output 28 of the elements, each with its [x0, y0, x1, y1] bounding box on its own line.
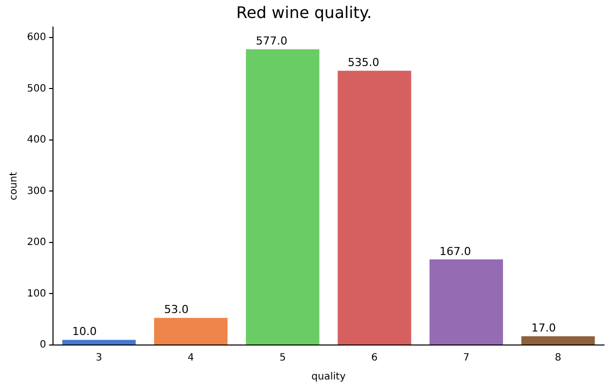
bar — [430, 259, 503, 344]
bar — [338, 70, 412, 344]
y-tick-label: 100 — [26, 288, 46, 300]
x-axis-title: quality — [311, 372, 346, 383]
bar — [62, 340, 136, 344]
x-tick-label: 5 — [279, 352, 286, 364]
x-tick-label: 4 — [188, 352, 194, 364]
x-tick-label: 3 — [96, 352, 102, 364]
bar — [521, 336, 595, 344]
y-tick-label: 400 — [26, 134, 46, 146]
y-tick-label: 600 — [26, 32, 46, 44]
data-label: 167.0 — [440, 244, 472, 258]
data-label: 577.0 — [256, 34, 288, 48]
x-tick-label: 8 — [554, 352, 562, 364]
bar — [154, 318, 228, 344]
bar — [246, 49, 320, 344]
y-tick-label: 300 — [26, 186, 46, 197]
x-tick-label: 7 — [463, 352, 470, 364]
chart-title: Red wine quality. — [236, 2, 372, 22]
x-tick-label: 6 — [371, 352, 378, 364]
y-tick-label: 0 — [40, 340, 46, 351]
data-label: 17.0 — [531, 322, 556, 335]
y-tick-label: 500 — [26, 83, 46, 94]
y-tick-label: 200 — [26, 237, 46, 248]
data-label: 53.0 — [164, 303, 189, 316]
data-label: 535.0 — [348, 56, 380, 70]
y-axis-title: count — [8, 172, 20, 200]
data-label: 10.0 — [72, 325, 97, 338]
